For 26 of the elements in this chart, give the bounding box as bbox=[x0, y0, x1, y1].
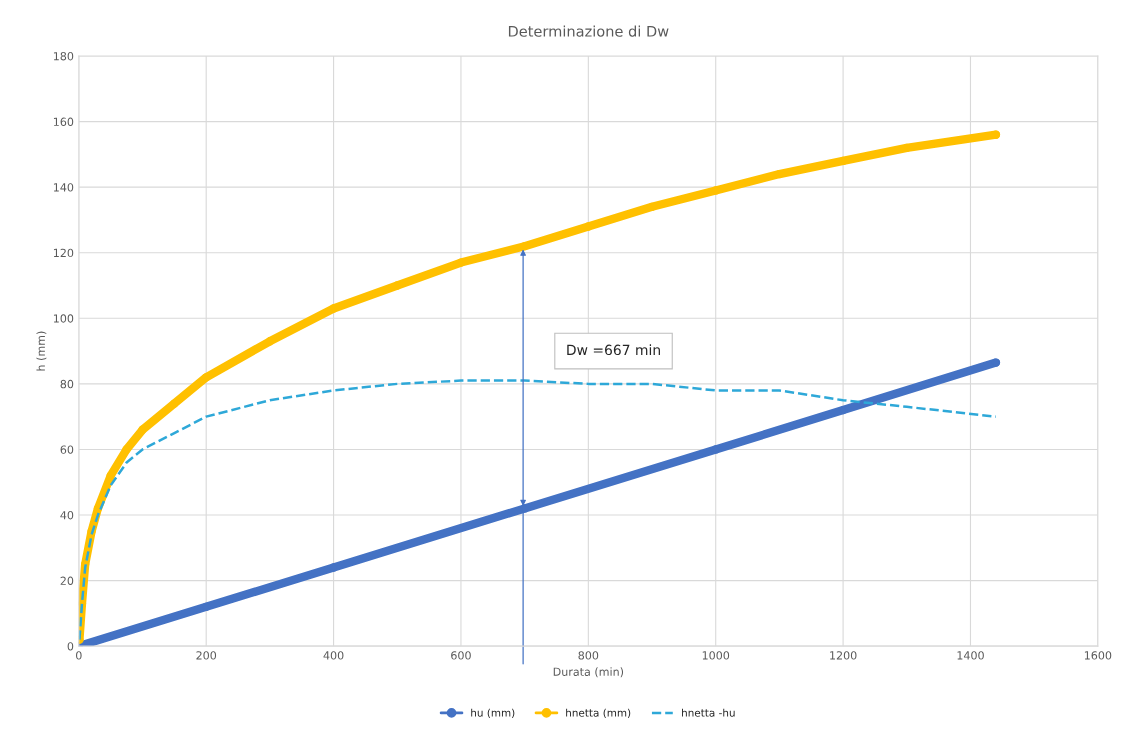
x-tick-label: 400 bbox=[323, 651, 344, 660]
y-tick-label: 20 bbox=[60, 576, 74, 585]
x-tick-label: 1200 bbox=[830, 651, 857, 660]
x-tick-label: 800 bbox=[578, 651, 599, 660]
y-tick-label: 120 bbox=[53, 248, 74, 258]
y-tick-label: 40 bbox=[60, 510, 74, 520]
x-axis-title: Durata (min) bbox=[553, 667, 624, 678]
y-tick-label: 80 bbox=[60, 379, 74, 389]
x-tick-label: 0 bbox=[76, 651, 82, 660]
x-tick-label: 1600 bbox=[1084, 651, 1112, 660]
chart-title: Determinazione di Dw bbox=[508, 25, 669, 37]
legend-label: hnetta -hu bbox=[682, 708, 735, 717]
y-tick-label: 100 bbox=[53, 314, 74, 323]
y-tick-label: 60 bbox=[60, 445, 74, 454]
x-tick-label: 600 bbox=[451, 651, 471, 660]
y-axis-title: h (mm) bbox=[36, 331, 47, 371]
legend-label: hu (mm) bbox=[471, 708, 515, 718]
y-tick-label: 160 bbox=[53, 117, 74, 126]
y-tick-label: 180 bbox=[53, 52, 74, 61]
y-tick-label: 140 bbox=[53, 183, 74, 192]
legend-label: hnetta (mm) bbox=[566, 708, 631, 718]
annotation: Dw =667 min bbox=[567, 344, 660, 356]
x-tick-label: 200 bbox=[196, 651, 217, 660]
x-tick-label: 1000 bbox=[702, 651, 730, 660]
x-tick-label: 1400 bbox=[957, 651, 984, 660]
y-tick-label: 0 bbox=[67, 642, 74, 651]
